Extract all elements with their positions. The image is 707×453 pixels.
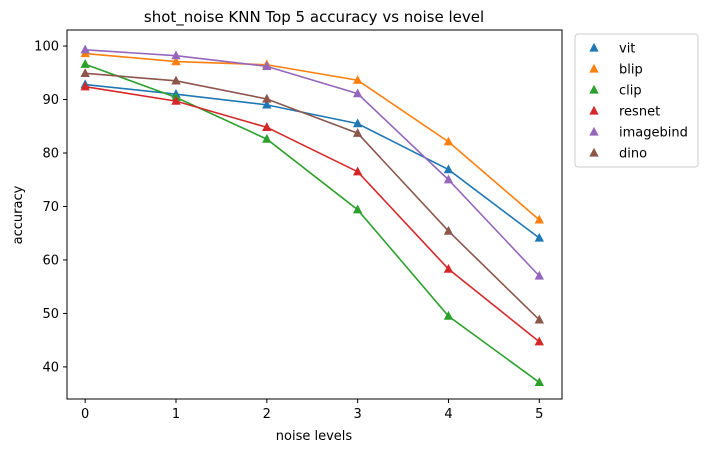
data-point-imagebind bbox=[534, 270, 544, 280]
x-tick-label: 5 bbox=[535, 407, 543, 422]
data-point-clip bbox=[443, 310, 454, 320]
legend-label-vit: vit bbox=[619, 42, 635, 57]
data-point-dino bbox=[352, 128, 363, 137]
series-resnet bbox=[80, 81, 544, 346]
x-tick-label: 4 bbox=[444, 407, 452, 422]
data-point-blip bbox=[443, 136, 454, 146]
data-point-imagebind bbox=[171, 50, 181, 60]
series-layer bbox=[80, 44, 544, 387]
data-point-resnet bbox=[534, 336, 544, 346]
data-point-imagebind bbox=[352, 88, 363, 98]
data-point-blip bbox=[352, 75, 363, 84]
legend-marker-resnet bbox=[589, 105, 599, 115]
data-point-resnet bbox=[443, 263, 454, 273]
y-tick-label: 100 bbox=[34, 40, 59, 55]
data-point-vit bbox=[443, 164, 454, 174]
series-imagebind bbox=[80, 44, 544, 280]
series-line-dino bbox=[85, 72, 540, 321]
series-blip bbox=[80, 48, 544, 224]
series-line-blip bbox=[85, 52, 540, 221]
data-point-imagebind bbox=[443, 174, 454, 184]
data-point-vit bbox=[534, 232, 544, 242]
legend-marker-vit bbox=[589, 42, 599, 52]
data-point-dino bbox=[443, 225, 454, 235]
data-point-blip bbox=[534, 214, 544, 224]
legend-label-blip: blip bbox=[619, 63, 643, 78]
data-point-dino bbox=[534, 314, 544, 324]
legend-marker-blip bbox=[589, 63, 599, 73]
data-point-imagebind bbox=[262, 61, 272, 71]
x-axis-label: noise levels bbox=[276, 429, 353, 444]
y-tick-label: 80 bbox=[42, 147, 59, 162]
data-point-resnet bbox=[80, 81, 90, 91]
series-line-clip bbox=[84, 63, 540, 384]
x-axis: 0 1 2 3 4 5 bbox=[81, 399, 543, 422]
data-point-dino bbox=[171, 75, 181, 85]
legend-label-imagebind: imagebind bbox=[619, 126, 688, 141]
y-tick-label: 90 bbox=[42, 93, 59, 108]
data-point-blip bbox=[171, 56, 181, 66]
data-point-clip bbox=[262, 133, 272, 143]
data-point-clip bbox=[534, 377, 544, 387]
data-point-resnet bbox=[352, 166, 363, 176]
data-point-dino bbox=[80, 68, 90, 77]
legend-label-dino: dino bbox=[619, 147, 647, 162]
x-tick-label: 3 bbox=[354, 407, 362, 422]
series-line-imagebind bbox=[85, 48, 540, 277]
y-tick-label: 50 bbox=[42, 307, 59, 322]
data-point-resnet bbox=[262, 122, 272, 131]
series-line-resnet bbox=[85, 85, 540, 343]
x-tick-label: 1 bbox=[172, 407, 180, 422]
data-point-imagebind bbox=[80, 44, 90, 54]
legend-marker-imagebind bbox=[589, 126, 599, 136]
x-tick-label: 2 bbox=[263, 407, 271, 422]
y-axis-label: accuracy bbox=[11, 185, 26, 244]
chart-title: shot_noise KNN Top 5 accuracy vs noise l… bbox=[144, 8, 484, 27]
y-axis: 40 50 60 70 80 90 100 bbox=[34, 40, 67, 375]
series-dino bbox=[80, 68, 544, 324]
legend-marker-dino bbox=[589, 147, 599, 157]
y-tick-label: 70 bbox=[42, 200, 59, 215]
legend-box bbox=[574, 33, 699, 168]
data-point-clip bbox=[352, 204, 363, 214]
data-point-vit bbox=[262, 99, 272, 109]
data-point-resnet bbox=[171, 95, 181, 105]
data-point-clip bbox=[80, 59, 90, 68]
legend: vit blip clip resnet imagebind dino bbox=[574, 33, 699, 168]
y-tick-label: 60 bbox=[42, 253, 59, 268]
legend-label-resnet: resnet bbox=[619, 105, 660, 120]
x-tick-label: 0 bbox=[81, 407, 89, 422]
legend-label-clip: clip bbox=[619, 84, 642, 99]
y-tick-label: 40 bbox=[42, 360, 59, 375]
data-point-dino bbox=[262, 93, 272, 103]
legend-marker-clip bbox=[589, 84, 599, 94]
data-point-vit bbox=[352, 118, 363, 128]
